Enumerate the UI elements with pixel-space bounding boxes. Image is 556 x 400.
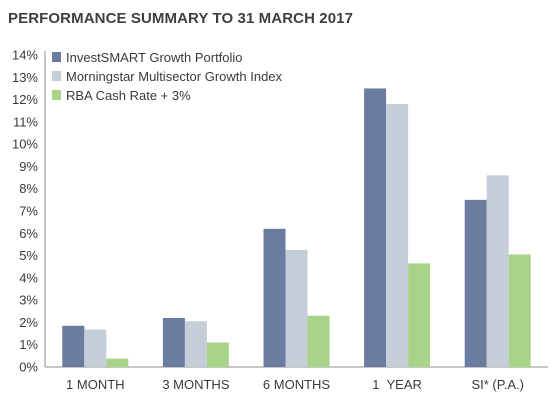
x-tick-label: 3 MONTHS: [162, 377, 230, 392]
x-tick-label: SI* (P.A.): [471, 377, 524, 392]
bar: [386, 104, 409, 368]
legend-label: Morningstar Multisector Growth Index: [66, 69, 283, 84]
bar: [84, 329, 107, 367]
y-tick-label: 0%: [19, 360, 38, 375]
y-tick-label: 6%: [19, 226, 38, 241]
bar: [263, 228, 286, 367]
bar: [62, 325, 85, 367]
bar: [162, 317, 185, 367]
x-tick-label: 1 YEAR: [372, 377, 422, 392]
legend-swatch: [52, 52, 61, 62]
chart-legend: InvestSMART Growth Portfolio Morningstar …: [52, 50, 283, 103]
legend-label: InvestSMART Growth Portfolio: [66, 50, 243, 65]
legend-swatch: [52, 90, 61, 100]
y-tick-label: 9%: [19, 159, 38, 174]
y-tick-label: 13%: [12, 70, 38, 85]
x-tick-label: 1 MONTH: [66, 377, 125, 392]
bar: [285, 250, 308, 367]
y-tick-label: 8%: [19, 181, 38, 196]
y-tick-label: 3%: [19, 293, 38, 308]
legend-swatch: [52, 71, 61, 81]
y-tick-label: 5%: [19, 248, 38, 263]
bar: [206, 342, 229, 367]
chart-title: PERFORMANCE SUMMARY TO 31 MARCH 2017: [8, 10, 354, 27]
bar: [307, 315, 330, 367]
bar: [508, 254, 531, 367]
bar: [464, 199, 487, 367]
bar: [364, 88, 387, 367]
legend-label: RBA Cash Rate + 3%: [66, 88, 191, 103]
chart-bars: [62, 88, 531, 368]
y-tick-label: 4%: [19, 270, 38, 285]
bar: [106, 358, 129, 367]
y-tick-label: 11%: [13, 114, 38, 129]
y-tick-label: 1%: [19, 337, 38, 352]
bar: [184, 321, 207, 367]
x-tick-label: 6 MONTHS: [263, 377, 331, 392]
y-tick-label: 10%: [12, 137, 38, 152]
bar: [408, 263, 431, 367]
y-tick-label: 7%: [19, 204, 38, 219]
y-tick-label: 2%: [19, 315, 38, 330]
y-tick-label: 14%: [12, 48, 38, 63]
y-tick-label: 12%: [12, 92, 38, 107]
bar: [486, 175, 509, 367]
chart-axes: 0% 1% 2% 3% 4% 5% 6% 7% 8% 9% 10% 11% 12% 13% 14% 1 MON…: [12, 48, 548, 392]
